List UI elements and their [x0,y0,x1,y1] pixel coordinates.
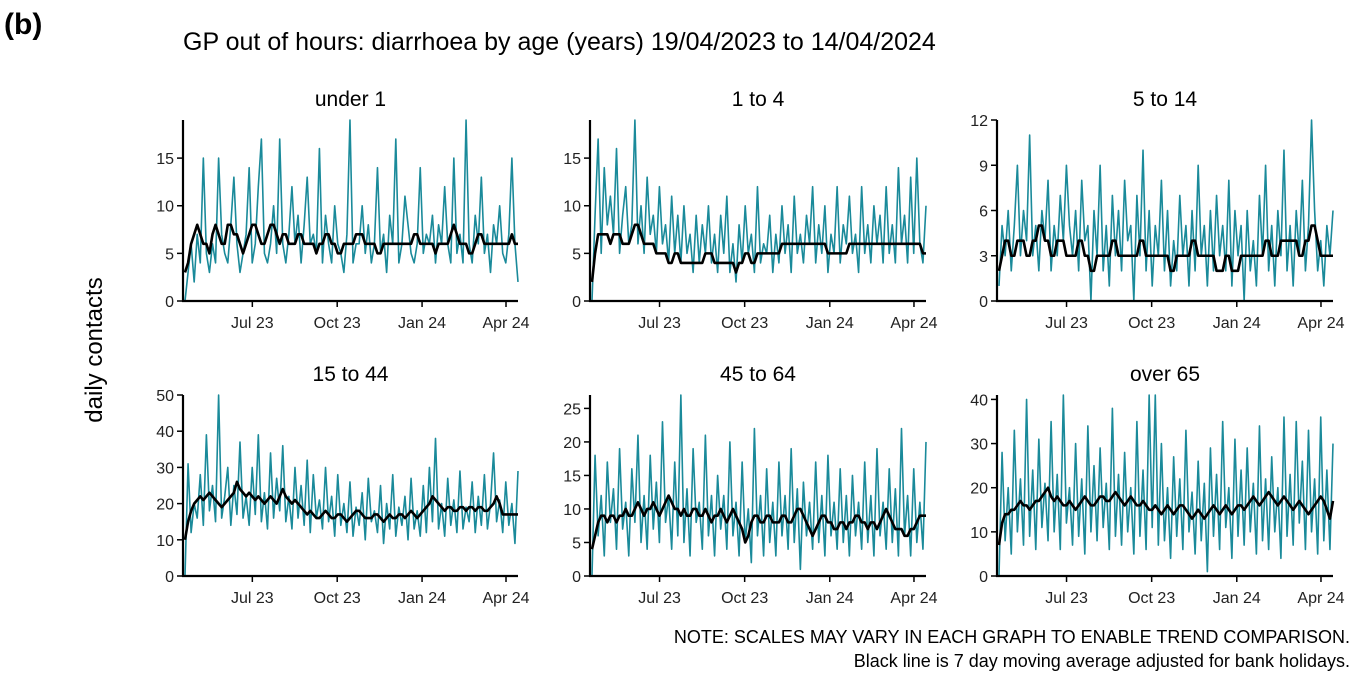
facet-panel: 45 to 64 0 5 10 15 20 25 Jul 23 Oct 23 Jan 24 Apr … [563,363,937,607]
x-tick-label: Oct 23 [314,315,361,332]
y-tick-label: 15 [563,151,581,168]
average-note: Black line is 7 day moving average adjus… [854,651,1350,671]
x-tick-label: Jul 23 [1045,315,1088,332]
y-tick-label: 40 [156,424,174,441]
moving-average-line [590,223,926,283]
y-axis-label: daily contacts [81,277,108,422]
panel-label: (b) [4,8,42,41]
facet-panel: 1 to 4 0 5 10 15 Jul 23 Oct 23 Jan 24 Apr 24 [563,88,937,332]
facet-title: over 65 [1130,363,1200,386]
x-tick-label: Apr 24 [1297,315,1344,332]
facet-title: 45 to 64 [720,363,796,386]
y-tick-label: 0 [979,294,988,311]
x-tick-label: Oct 23 [721,315,768,332]
moving-average-line [997,486,1335,546]
y-tick-label: 10 [156,199,174,216]
y-tick-label: 25 [563,401,581,418]
x-tick-label: Jan 24 [1213,590,1261,607]
x-tick-label: Jul 23 [231,590,274,607]
x-tick-label: Jan 24 [806,590,854,607]
y-tick-label: 20 [156,497,174,514]
y-tick-label: 10 [563,502,581,519]
daily-contacts-line [998,119,1334,302]
x-tick-label: Oct 23 [721,590,768,607]
y-tick-label: 0 [165,294,174,311]
y-tick-label: 30 [970,437,988,454]
y-tick-label: 40 [970,392,988,409]
y-tick-label: 9 [979,158,988,175]
y-tick-label: 20 [563,435,581,452]
y-tick-label: 0 [572,569,581,586]
facet-panel: over 65 0 10 20 30 40 Jul 23 Oct 23 Jan 24 Apr 24 [970,363,1344,607]
chart-title: GP out of hours: diarrhoea by age (years… [183,28,936,56]
y-tick-label: 15 [563,468,581,485]
y-tick-label: 15 [156,151,174,168]
x-tick-label: Apr 24 [482,590,529,607]
y-tick-label: 0 [165,569,174,586]
y-tick-label: 20 [970,481,988,498]
y-tick-label: 10 [970,525,988,542]
moving-average-line [590,494,926,550]
y-tick-label: 5 [572,246,581,263]
x-tick-label: Jan 24 [398,315,446,332]
x-tick-label: Apr 24 [890,315,937,332]
x-tick-label: Apr 24 [890,590,937,607]
x-tick-label: Jan 24 [1213,315,1261,332]
x-tick-label: Apr 24 [482,315,529,332]
facet-title: 1 to 4 [732,88,785,111]
y-tick-label: 10 [156,533,174,550]
x-tick-label: Jan 24 [398,590,446,607]
y-tick-label: 6 [979,204,988,221]
y-tick-label: 30 [156,460,174,477]
y-tick-label: 0 [979,569,988,586]
x-tick-label: Jul 23 [1045,590,1088,607]
x-tick-label: Jul 23 [638,590,681,607]
y-tick-label: 10 [563,199,581,216]
x-tick-label: Oct 23 [1128,590,1175,607]
facet-panel: 5 to 14 0 3 6 9 12 Jul 23 Oct 23 Jan 24 Apr 24 [970,88,1344,332]
facet-title: under 1 [315,88,386,111]
facet-title: 5 to 14 [1133,88,1198,111]
daily-contacts-line [591,119,927,302]
x-tick-label: Jan 24 [806,315,854,332]
facet-panel: 15 to 44 0 10 20 30 40 50 Jul 23 Oct 23 Jan 24 Apr… [156,363,529,607]
y-tick-label: 5 [165,246,174,263]
y-tick-label: 5 [572,535,581,552]
moving-average-line [997,224,1333,273]
scale-note: NOTE: SCALES MAY VARY IN EACH GRAPH TO E… [674,627,1350,647]
x-tick-label: Oct 23 [1128,315,1175,332]
y-tick-label: 50 [156,388,174,405]
facet-title: 15 to 44 [313,363,389,386]
x-tick-label: Apr 24 [1297,590,1344,607]
y-tick-label: 12 [970,113,988,130]
x-tick-label: Jul 23 [638,315,681,332]
daily-contacts-line [184,394,519,577]
moving-average-line [183,480,518,541]
x-tick-label: Jul 23 [231,315,274,332]
moving-average-line [183,223,518,273]
daily-contacts-line [998,394,1334,577]
daily-contacts-line [184,119,519,302]
daily-contacts-line [591,394,927,577]
y-tick-label: 0 [572,294,581,311]
y-tick-label: 3 [979,249,988,266]
facet-panel: under 1 0 5 10 15 Jul 23 Oct 23 Jan 24 Apr 24 [156,88,529,332]
x-tick-label: Oct 23 [314,590,361,607]
